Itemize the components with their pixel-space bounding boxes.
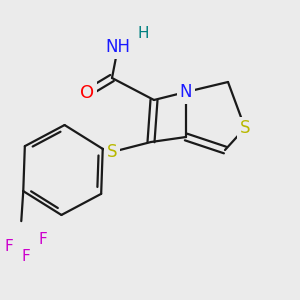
Text: H: H [137, 26, 149, 40]
Text: O: O [80, 84, 94, 102]
Text: S: S [107, 143, 117, 161]
Text: F: F [22, 249, 31, 264]
Text: NH: NH [106, 38, 130, 56]
Text: F: F [5, 238, 14, 253]
Text: S: S [240, 119, 250, 137]
Text: N: N [180, 83, 192, 101]
Text: F: F [39, 232, 48, 247]
